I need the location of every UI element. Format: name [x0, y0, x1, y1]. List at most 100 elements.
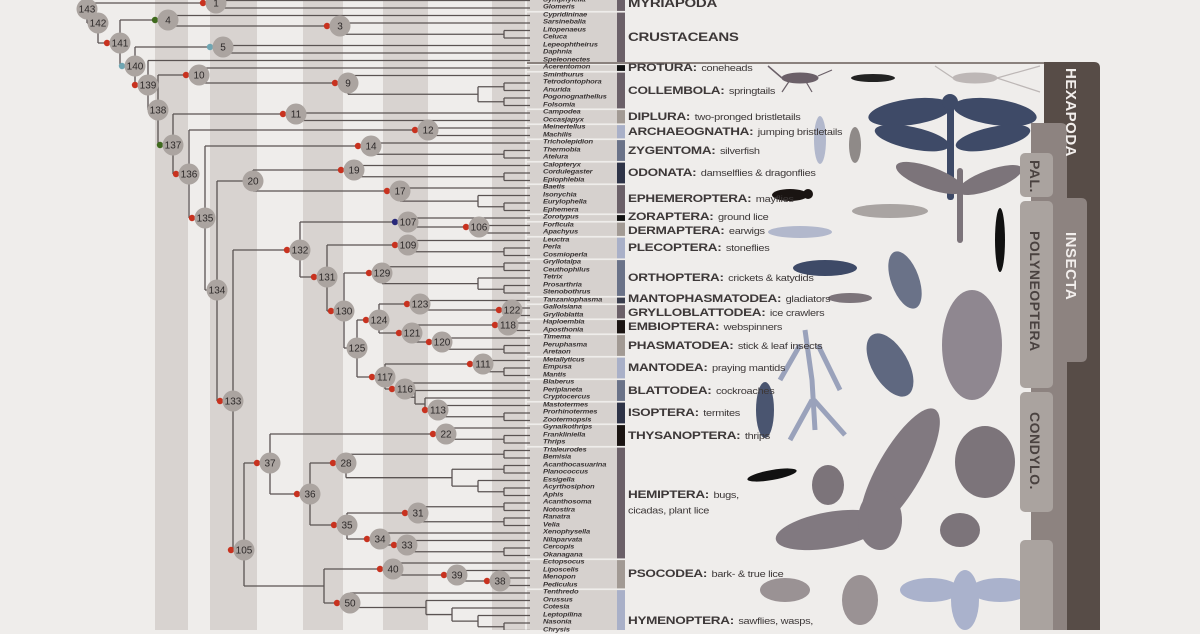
taxon-band	[527, 357, 617, 379]
node-support-dot	[383, 187, 391, 195]
node-circle	[468, 216, 490, 238]
taxon-label: Nasonia	[543, 618, 572, 626]
taxon-band	[527, 140, 617, 161]
node-label: 116	[397, 385, 413, 396]
barklouse-illustration	[760, 578, 810, 602]
taxon-band	[527, 72, 617, 109]
node-label: 9	[345, 79, 351, 90]
group-name: ZYGENTOMA:	[628, 143, 716, 156]
thrips-illustration	[747, 468, 797, 482]
gladiator-illustration	[793, 260, 857, 276]
group-color-bar	[617, 560, 625, 589]
taxon-label: Thermobia	[543, 146, 581, 154]
group-name: ARCHAEOGNATHA:	[628, 124, 754, 137]
node-label: 130	[336, 307, 353, 318]
taxon-label: Timema	[543, 333, 571, 341]
group-color-bar	[617, 110, 625, 124]
termite-illustration	[756, 382, 774, 438]
node-circle	[368, 309, 390, 331]
taxon-label: Isonychia	[543, 191, 577, 199]
node-label: 5	[220, 43, 226, 54]
taxon-label: Forficula	[543, 221, 574, 229]
taxon-label: Daphnia	[543, 48, 572, 56]
node-circle	[109, 32, 131, 54]
node-label: 120	[434, 338, 451, 349]
protura-illustration	[767, 65, 833, 93]
cicada-illustration	[775, 408, 940, 551]
taxon-label: Speleonectes	[543, 56, 591, 64]
node-support-dot	[495, 306, 503, 314]
wasp-illustration	[900, 570, 1030, 630]
group-color-bar	[617, 447, 625, 559]
node-support-dot	[323, 22, 331, 30]
taxon-band	[527, 447, 617, 559]
taxon-band	[527, 237, 617, 259]
node-support-dot	[363, 535, 371, 543]
taxon-label: Leuctra	[543, 236, 570, 244]
insect-illustrations	[747, 65, 1041, 630]
group-color-bar	[617, 0, 625, 11]
node-circle	[333, 300, 355, 322]
node-circle	[397, 211, 419, 233]
node-support-dot	[227, 546, 235, 554]
cricket-illustration	[888, 251, 922, 309]
node-circle	[343, 159, 365, 181]
node-circle	[147, 99, 169, 121]
node-label: 31	[412, 509, 424, 520]
node-support-dot	[429, 430, 437, 438]
taxon-label: Zorotypus	[543, 213, 579, 221]
node-circle	[401, 322, 423, 344]
group-color-bar	[617, 305, 625, 319]
group-color-bar	[617, 425, 625, 446]
taxon-label: Okanagana	[543, 551, 583, 559]
node-support-dot	[395, 329, 403, 337]
group-color-bar	[617, 72, 625, 109]
taxon-label: Cosmioperla	[543, 251, 588, 259]
taxon-label: Peruphasma	[543, 341, 588, 349]
palaeoptera-label: PAL.	[1027, 160, 1043, 193]
taxon-label: Tanzaniophasma	[543, 296, 603, 304]
group-color-bar	[617, 162, 625, 184]
hexapoda-label: HEXAPODA	[1062, 68, 1079, 158]
taxon-label: Pediculus	[543, 581, 578, 589]
node-circle	[435, 423, 457, 445]
node-support-dot	[411, 126, 419, 134]
node-label: 39	[451, 571, 463, 582]
node-label: 12	[422, 126, 434, 137]
ice-crawler-illustration	[828, 293, 872, 303]
silverfish-illustration	[849, 127, 861, 163]
node-label: 37	[264, 459, 276, 470]
node-label: 50	[344, 599, 356, 610]
node-label: 28	[340, 459, 352, 470]
node-label: 36	[304, 490, 316, 501]
group-common-name: stoneflies	[725, 243, 770, 254]
group-name: ORTHOPTERA:	[628, 271, 724, 284]
group-label: ZYGENTOMA: silverfish	[628, 144, 760, 158]
node-circle	[188, 64, 210, 86]
taxon-label: Orussus	[543, 596, 573, 604]
group-label: PSOCODEA: bark- & true lice	[628, 567, 784, 581]
taxon-band	[527, 110, 617, 124]
group-label: MANTODEA: praying mantids	[628, 361, 785, 375]
group-common-name: springtails	[728, 86, 776, 96]
node-label: 20	[247, 177, 259, 188]
node-label: 137	[165, 141, 182, 152]
node-circle	[374, 366, 396, 388]
group-name: MANTODEA:	[628, 361, 708, 374]
ground-louse-illustration	[772, 189, 813, 201]
group-label: HYMENOPTERA: sawflies, wasps,	[628, 614, 813, 628]
taxon-band	[527, 320, 617, 334]
node-circle	[76, 0, 98, 20]
taxon-label: Folsomia	[543, 101, 576, 109]
taxon-band	[527, 215, 617, 221]
node-label: 135	[197, 214, 214, 225]
taxon-label: Aposthonia	[543, 326, 584, 334]
group-name: PSOCODEA:	[628, 567, 708, 580]
node-support-dot	[310, 273, 318, 281]
taxon-bands	[527, 0, 625, 630]
taxon-label: Metallyticus	[543, 356, 585, 364]
node-support-dot	[118, 62, 126, 70]
node-circle	[409, 293, 431, 315]
node-support-dot	[188, 214, 196, 222]
group-common-name: termites	[703, 408, 740, 419]
